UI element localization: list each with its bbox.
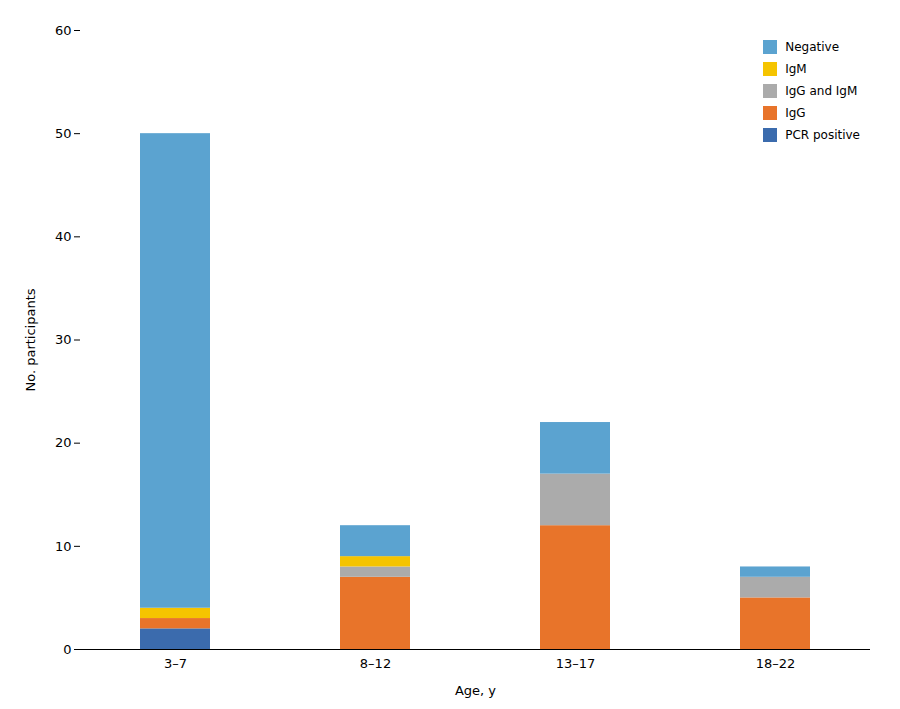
- svg-text:3–7: 3–7: [164, 656, 187, 671]
- svg-text:13–17: 13–17: [556, 656, 596, 671]
- html-text:Negative: Negative: [785, 40, 839, 54]
- html-text:IgG: IgG: [785, 106, 806, 120]
- svg-text:8–12: 8–12: [360, 656, 391, 671]
- html-text:IgG and IgM: IgG and IgM: [785, 84, 858, 98]
- svg-text:Age, y: Age, y: [455, 683, 496, 698]
- svg-text:20: 20: [55, 435, 72, 450]
- svg-text:10: 10: [55, 538, 72, 553]
- html-text:IgM: IgM: [785, 62, 807, 76]
- svg-text:40: 40: [55, 229, 72, 244]
- svg-text:50: 50: [55, 126, 72, 141]
- svg-text:No. participants: No. participants: [23, 288, 38, 391]
- svg-text:60: 60: [55, 23, 72, 38]
- svg-text:30: 30: [55, 332, 72, 347]
- html-text:PCR positive: PCR positive: [785, 128, 860, 142]
- svg-text:0: 0: [63, 642, 71, 657]
- svg-text:18–22: 18–22: [756, 656, 796, 671]
